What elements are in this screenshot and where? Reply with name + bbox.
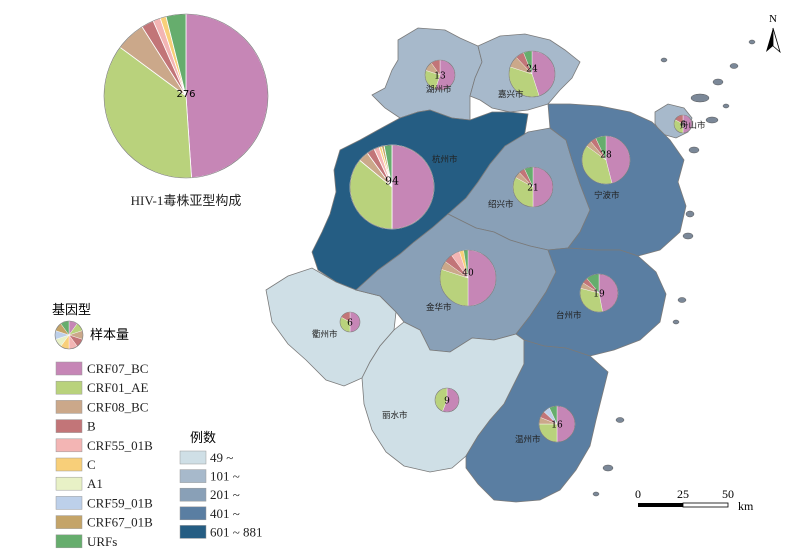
genotype-swatch: [55, 515, 83, 529]
overview-pie-slice-crf07_bc: [185, 13, 269, 179]
genotype-label: URFs: [87, 534, 117, 549]
north-arrow-icon: [766, 27, 781, 54]
city-pie-6[interactable]: [581, 135, 631, 185]
genotype-label: CRF59_01B: [87, 495, 153, 510]
city-count: 6: [680, 121, 686, 131]
genotype-label: CRF07_BC: [87, 361, 148, 376]
genotype-swatch: [55, 419, 83, 433]
genotype-legend-title: 基因型: [52, 302, 91, 317]
city-count: 13: [434, 72, 446, 82]
genotype-label: C: [87, 457, 96, 472]
city-pie-7[interactable]: [339, 311, 361, 333]
city-count: 40: [462, 269, 474, 279]
cases-label: 49 ~: [210, 450, 233, 465]
city-name: 绍兴市: [488, 199, 514, 210]
legend-sample-label: 样本量: [90, 327, 129, 342]
cases-label: 201 ~: [210, 487, 240, 502]
city-count: 16: [551, 421, 563, 431]
legend-sample-pie-outline: [54, 320, 84, 350]
genotype-label: B: [87, 419, 96, 434]
genotype-swatch: [55, 400, 83, 414]
city-pie-8[interactable]: [439, 249, 497, 307]
city-count: 19: [593, 290, 605, 300]
city-name: 杭州市: [432, 154, 458, 165]
city-name: 湖州市: [426, 84, 452, 95]
overview-caption: HIV-1毒株亚型构成: [131, 193, 242, 208]
city-pie-7-outline: [339, 311, 361, 333]
genotype-swatch: [55, 380, 83, 395]
city-pie-9-outline: [579, 273, 619, 313]
city-pie-4-outline: [349, 144, 435, 230]
city-pie-2[interactable]: [508, 50, 556, 98]
genotype-label: A1: [87, 476, 103, 491]
coastal-islands: [592, 39, 756, 497]
genotype-label: CRF08_BC: [87, 399, 148, 414]
genotype-swatch: [55, 438, 83, 453]
city-name: 宁波市: [594, 190, 620, 201]
city-count: 94: [385, 175, 399, 188]
cases-swatch: [179, 487, 207, 502]
overview-pie-outline: [103, 13, 269, 179]
city-count: 21: [527, 184, 538, 194]
cases-swatch: [179, 469, 207, 483]
city-pie-10[interactable]: [434, 387, 460, 413]
city-name: 台州市: [556, 310, 582, 321]
city-name: 衢州市: [312, 329, 338, 340]
cases-legend: 49 ~ 101 ~ 201 ~ 401 ~ 601 ~ 881: [179, 450, 263, 539]
city-pie-11-outline: [538, 405, 576, 443]
city-name: 金华市: [426, 302, 452, 313]
genotype-label: CRF67_01B: [87, 515, 153, 530]
genotype-swatch: [55, 476, 83, 491]
genotype-swatch: [55, 457, 83, 472]
city-name: 温州市: [515, 434, 541, 445]
genotype-swatch: [55, 361, 83, 376]
genotype-swatch: [55, 496, 83, 510]
region-wenzhou[interactable]: [465, 339, 609, 503]
legend-sample-pie: [54, 320, 84, 350]
city-pie-1[interactable]: [424, 59, 456, 91]
city-pie-8-outline: [439, 249, 497, 307]
north-label: N: [769, 13, 777, 25]
city-pie-1-outline: [424, 59, 456, 91]
cases-label: 601 ~ 881: [210, 524, 263, 539]
cases-swatch: [179, 450, 207, 465]
city-pie-3-outline: [673, 114, 693, 134]
city-pie-6-outline: [581, 135, 631, 185]
city-name: 嘉兴市: [498, 89, 524, 100]
city-pie-3[interactable]: [673, 114, 693, 134]
genotype-legend: CRF07_BC CRF01_AE CRF08_BC B CRF55_01B C A1 CRF…: [55, 361, 153, 549]
city-pie-9[interactable]: [579, 273, 619, 313]
city-pie-2-outline: [508, 50, 556, 98]
city-count: 24: [526, 65, 538, 75]
city-count: 6: [347, 319, 353, 329]
city-pie-4[interactable]: [349, 144, 435, 230]
city-count: 28: [600, 151, 612, 161]
scale-tick-2: 50: [722, 487, 734, 501]
city-pie-10-outline: [434, 387, 460, 413]
city-name: 丽水市: [382, 410, 408, 421]
city-name: 舟山市: [680, 120, 706, 131]
cases-swatch: [179, 525, 207, 539]
scale-tick-1: 25: [677, 487, 689, 501]
cases-legend-title: 例数: [190, 430, 216, 445]
genotype-swatch: [55, 534, 83, 549]
city-count: 9: [444, 397, 450, 407]
genotype-label: CRF01_AE: [87, 380, 148, 395]
city-pies: 13 24 6 94 21 28 6 40 19 9 16: [339, 50, 693, 443]
scale-tick-0: 0: [635, 487, 641, 501]
cases-label: 401 ~: [210, 506, 240, 521]
city-pie-5[interactable]: [512, 166, 554, 208]
scale-bar: 0 25 50 km: [635, 487, 754, 513]
city-pie-11[interactable]: [538, 405, 576, 443]
cases-swatch: [179, 506, 207, 521]
overview-total: 276: [176, 89, 195, 100]
scale-unit: km: [738, 499, 754, 513]
genotype-label: CRF55_01B: [87, 438, 153, 453]
city-pie-5-outline: [512, 166, 554, 208]
overview-pie: [103, 13, 269, 179]
cases-label: 101 ~: [210, 469, 240, 484]
